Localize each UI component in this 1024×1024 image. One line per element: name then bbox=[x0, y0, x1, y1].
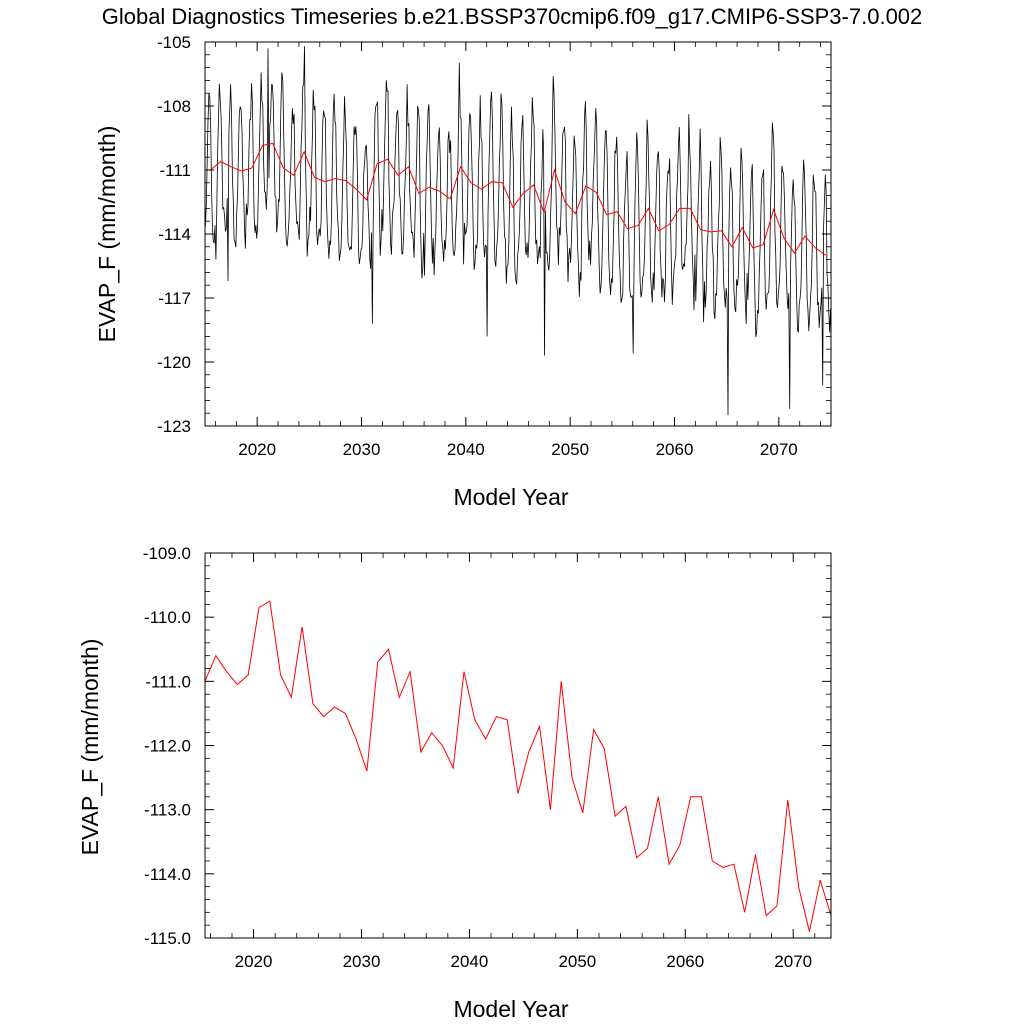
figure-title: Global Diagnostics Timeseries b.e21.BSSP… bbox=[102, 4, 923, 29]
bottom-y-axis-label: EVAP_F (mm/month) bbox=[77, 639, 103, 856]
top-x-axis-label: Model Year bbox=[453, 484, 568, 510]
bottom-y-tick-label: -113.0 bbox=[144, 801, 191, 820]
top-panel: 2020 2030 2040 2050 2060 2070 -123 -120 -117 -114… bbox=[94, 33, 832, 510]
top-y-tick-label: -105 bbox=[157, 33, 191, 52]
top-series-monthly-line bbox=[205, 46, 831, 416]
top-x-tick-label: 2070 bbox=[760, 440, 798, 459]
top-y-tick-label: -114 bbox=[158, 225, 191, 244]
top-y-tick-label: -117 bbox=[158, 289, 191, 308]
top-x-tick-label: 2050 bbox=[551, 440, 589, 459]
top-series-annual-line bbox=[209, 142, 827, 256]
top-y-tick-label: -111 bbox=[159, 161, 191, 180]
bottom-x-tick-label: 2050 bbox=[558, 952, 596, 971]
bottom-x-tick-label: 2030 bbox=[343, 952, 381, 971]
bottom-y-tick-label: -110.0 bbox=[144, 608, 191, 627]
top-plot-area: 2020 2030 2040 2050 2060 2070 -123 -120 -117 -114… bbox=[157, 33, 832, 459]
top-y-tick-label: -120 bbox=[157, 353, 191, 372]
bottom-y-tick-label: -111.0 bbox=[145, 672, 191, 691]
bottom-y-tick-label: -109.0 bbox=[143, 544, 191, 563]
top-y-tick-label: -123 bbox=[157, 417, 191, 436]
bottom-panel: 2020 2030 2040 2050 2060 2070 -115.0 -114.0 -113… bbox=[77, 544, 832, 1022]
bottom-series-annual-line bbox=[205, 600, 831, 932]
top-y-axis-label: EVAP_F (mm/month) bbox=[94, 126, 120, 343]
bottom-x-tick-label: 2060 bbox=[666, 952, 704, 971]
bottom-x-tick-label: 2020 bbox=[235, 952, 273, 971]
bottom-plot-area: 2020 2030 2040 2050 2060 2070 -115.0 -114.0 -113… bbox=[143, 544, 832, 971]
bottom-y-tick-label: -115.0 bbox=[144, 929, 191, 948]
bottom-x-axis-label: Model Year bbox=[453, 996, 568, 1022]
bottom-y-tick-label: -112.0 bbox=[144, 737, 191, 756]
top-y-tick-label: -108 bbox=[157, 97, 191, 116]
top-x-tick-label: 2030 bbox=[343, 440, 381, 459]
top-x-tick-label: 2040 bbox=[447, 440, 485, 459]
top-x-tick-label: 2020 bbox=[238, 440, 276, 459]
bottom-y-tick-label: -114.0 bbox=[144, 865, 191, 884]
bottom-x-tick-label: 2070 bbox=[774, 952, 812, 971]
bottom-x-tick-label: 2040 bbox=[451, 952, 489, 971]
top-x-tick-label: 2060 bbox=[656, 440, 694, 459]
